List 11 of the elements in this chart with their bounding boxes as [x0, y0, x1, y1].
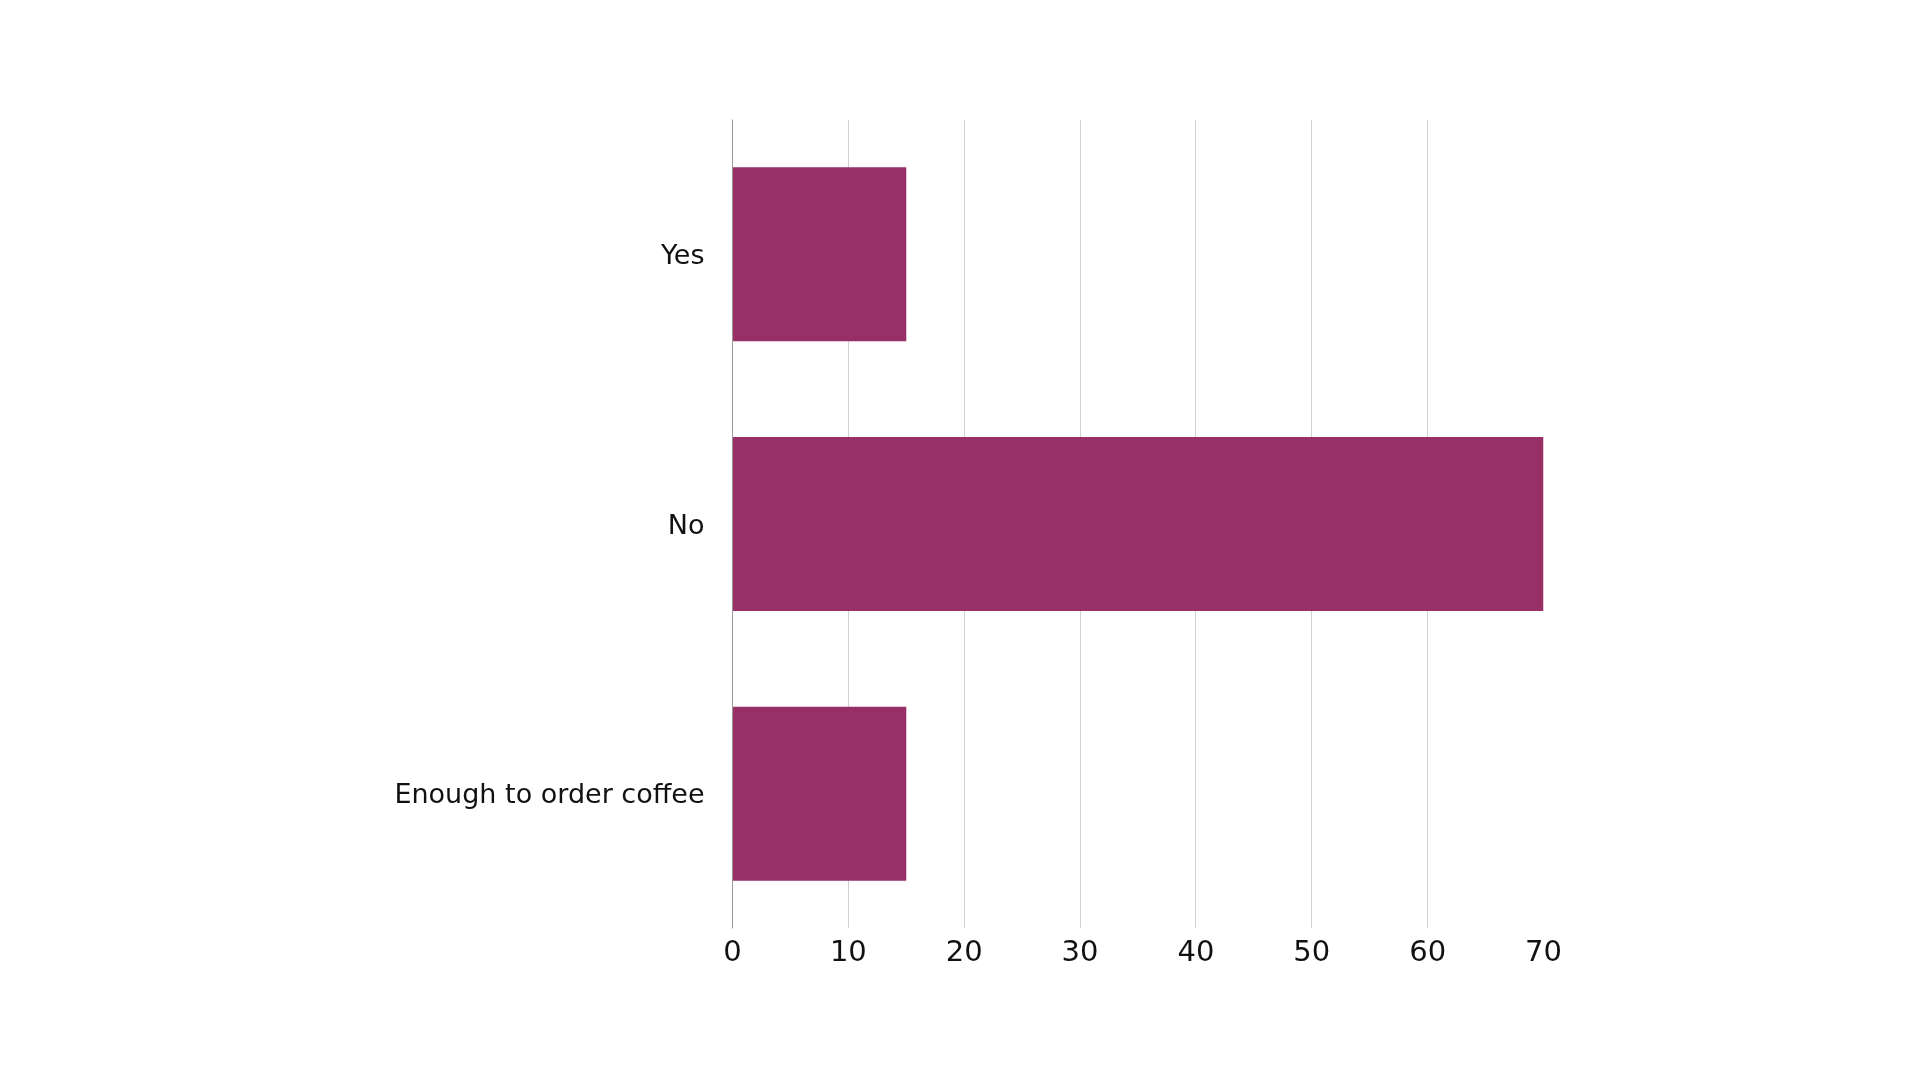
x-tick-label: 30 — [1061, 933, 1099, 968]
x-tick-label: 60 — [1409, 933, 1447, 968]
y-tick-label: Enough to order coffee — [394, 778, 705, 810]
y-tick-label: No — [667, 508, 705, 540]
x-tick-label: 10 — [829, 933, 867, 968]
x-tick-label: 20 — [945, 933, 983, 968]
x-tick-label: 50 — [1293, 933, 1331, 968]
x-tick-label: 0 — [723, 933, 742, 968]
x-tick-label: 70 — [1525, 933, 1562, 968]
y-tick-label: Yes — [659, 238, 705, 270]
x-tick-label: 40 — [1177, 933, 1215, 968]
